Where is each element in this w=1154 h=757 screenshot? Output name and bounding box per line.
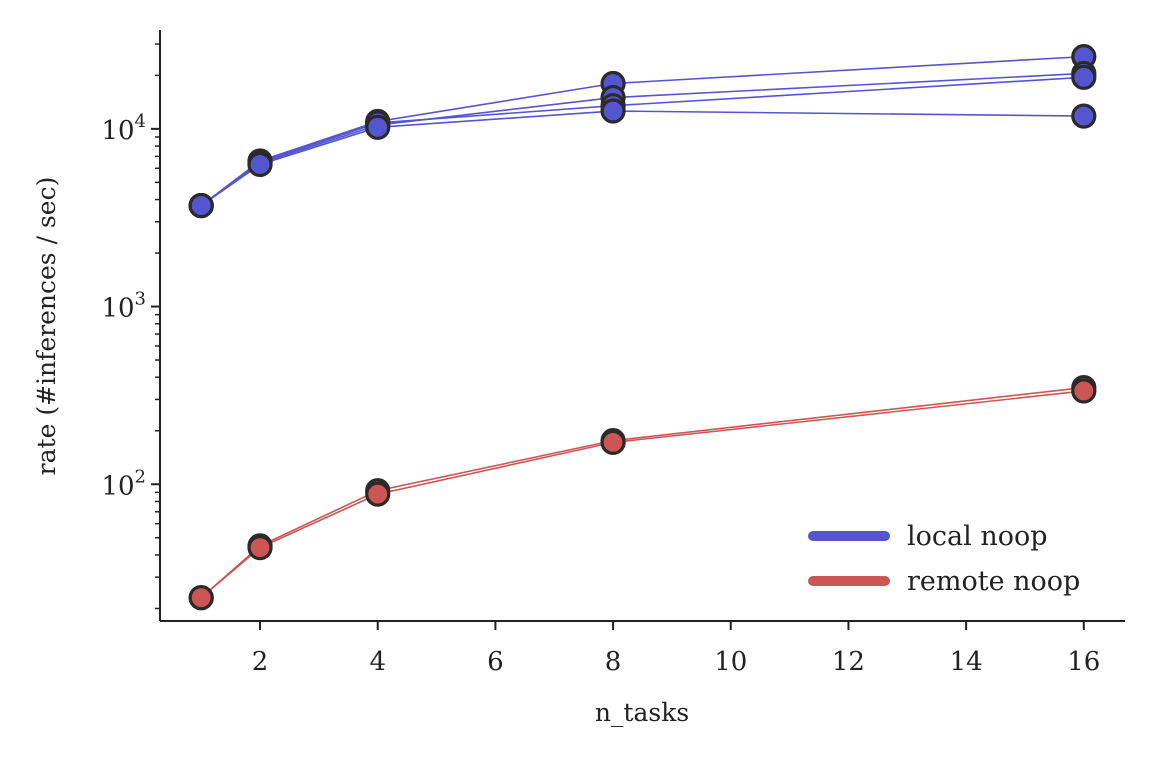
series-line [200, 55, 1084, 207]
data-point [365, 114, 391, 140]
x-tick-label: 6 [487, 647, 504, 677]
x-tick-label: 10 [714, 647, 747, 677]
legend-label: remote noop [907, 566, 1080, 597]
series-layer [188, 44, 1097, 611]
data-point [1071, 378, 1097, 404]
data-point [1071, 103, 1097, 129]
x-tick-label: 12 [832, 647, 865, 677]
y-tick-label: 104 [101, 111, 146, 146]
data-point [600, 429, 626, 455]
y-axis-label: rate (#inferences / sec) [32, 177, 61, 476]
y-tick-label: 103 [101, 289, 146, 324]
data-point [365, 481, 391, 507]
data-point [247, 151, 273, 178]
series-line [200, 110, 1084, 207]
y-ticks: 102 103 104 [101, 43, 160, 610]
x-ticks: 2 4 6 8 10 12 14 16 [252, 621, 1100, 677]
x-tick-label: 2 [252, 647, 269, 677]
x-tick-label: 14 [950, 647, 983, 677]
data-point [247, 535, 273, 561]
data-point [188, 192, 214, 219]
x-tick-label: 8 [605, 647, 622, 677]
x-tick-label: 16 [1067, 647, 1100, 677]
data-point [188, 585, 214, 611]
axes-layer: 2 4 6 8 10 12 14 16 102 103 104 [101, 30, 1125, 677]
data-point [1071, 64, 1097, 90]
series-line [200, 72, 1084, 207]
y-tick-label: 102 [101, 466, 146, 501]
x-axis-label: n_tasks [595, 698, 689, 727]
data-point [600, 98, 626, 124]
x-tick-label: 4 [369, 647, 386, 677]
legend-label: local noop [907, 521, 1048, 552]
legend: local noop remote noop [808, 521, 1080, 597]
